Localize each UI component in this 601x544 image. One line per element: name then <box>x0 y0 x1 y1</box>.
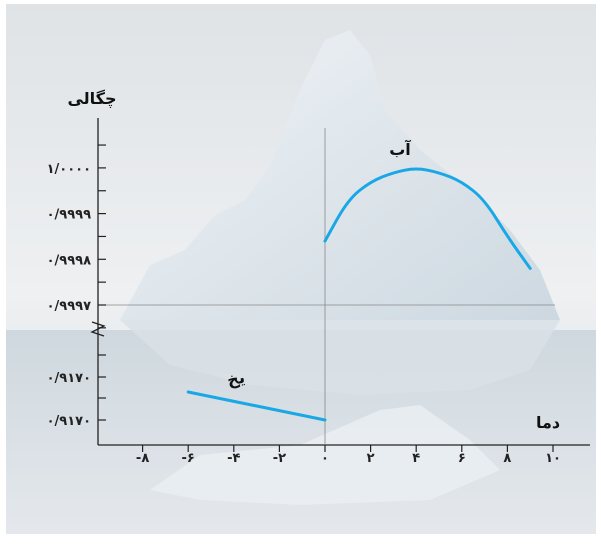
series <box>186 167 532 422</box>
y-tick-label: ۰/۹۹۹۷ <box>47 299 91 314</box>
y-tick-label: ۱/۰۰۰۰ <box>47 162 91 177</box>
labels: آب یخ چگالی دما <box>67 89 560 432</box>
y-tick-label: ۰/۹۱۷۰ <box>47 414 91 429</box>
series-line-water <box>323 167 532 270</box>
y-axis-title: چگالی <box>67 89 116 109</box>
x-tick-label: ۶ <box>458 451 466 466</box>
series-line-ice <box>186 390 327 422</box>
iceberg-reflection <box>120 320 560 395</box>
series-label-water: آب <box>389 139 411 159</box>
iceberg-shape <box>120 30 560 320</box>
x-tick-label: -۶ <box>182 451 195 466</box>
floating-ice <box>150 405 500 505</box>
y-axis-break-mark <box>90 321 106 337</box>
ticks: -۸ -۶ -۴ -۲ ۰ ۲ ۴ ۶ ۸ ۱۰ ۱/۰۰۰۰ ۰/۹۹۹۹ ۰/۹۹۹۸ ۰/۹۹۹۷ ۰… <box>47 144 561 466</box>
iceberg-background-image <box>6 4 596 534</box>
x-axis-title: دما <box>536 413 560 432</box>
x-tick-label: -۲ <box>273 451 286 466</box>
series-label-ice: یخ <box>225 368 246 390</box>
x-tick-label: ۸ <box>503 451 511 466</box>
y-tick-label: ۰/۹۱۷۰ <box>47 371 91 386</box>
y-tick-label: ۰/۹۹۹۸ <box>47 253 91 268</box>
y-tick-label: ۰/۹۹۹۹ <box>47 208 91 223</box>
x-tick-label: -۸ <box>136 451 149 466</box>
x-tick-label: ۱۰ <box>545 451 561 466</box>
x-tick-label: ۴ <box>412 451 420 466</box>
x-tick-label: ۲ <box>367 451 375 466</box>
x-tick-label: ۰ <box>321 451 329 466</box>
x-tick-label: -۴ <box>227 451 240 466</box>
